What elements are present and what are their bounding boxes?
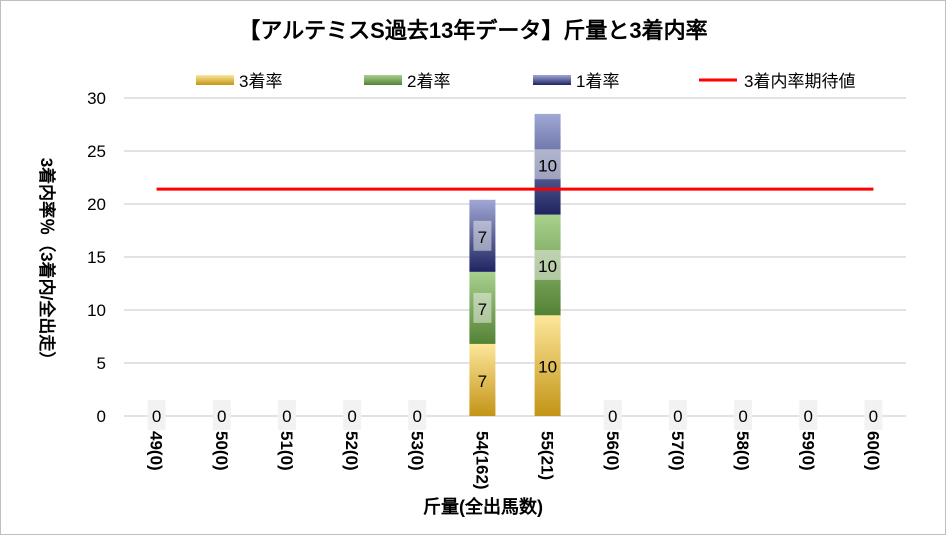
y-tick-label: 15 xyxy=(87,248,106,267)
y-tick-label: 5 xyxy=(97,354,106,373)
data-label: 0 xyxy=(413,407,422,426)
data-label-bg xyxy=(668,400,687,430)
x-tick-label: 49(0) xyxy=(147,431,166,471)
data-label: 7 xyxy=(478,372,487,391)
legend: 3着率 2着率 1着率 3着内率期待値 xyxy=(196,72,855,91)
data-label: 0 xyxy=(804,407,813,426)
legend-swatch xyxy=(364,75,402,85)
x-tick-label: 55(21) xyxy=(538,431,557,480)
legend-swatch xyxy=(196,75,234,85)
data-label-bg xyxy=(408,400,427,430)
data-label: 0 xyxy=(738,407,747,426)
data-label: 0 xyxy=(217,407,226,426)
x-tick-label: 52(0) xyxy=(342,431,361,471)
data-label-bg xyxy=(473,292,492,323)
y-tick-label: 25 xyxy=(87,142,106,161)
legend-label: 2着率 xyxy=(407,72,450,91)
data-label-bg xyxy=(473,220,492,251)
data-label: 0 xyxy=(673,407,682,426)
bar-segment xyxy=(534,315,561,416)
y-tick-label: 10 xyxy=(87,301,106,320)
data-label-bg xyxy=(277,400,296,430)
x-tick-label: 58(0) xyxy=(733,431,752,471)
legend-label: 3着内率期待値 xyxy=(744,72,855,91)
data-label: 0 xyxy=(869,407,878,426)
data-label-bg xyxy=(734,400,753,430)
data-label: 0 xyxy=(347,407,356,426)
data-label-bg xyxy=(533,149,562,180)
data-label: 0 xyxy=(282,407,291,426)
x-tick-label: 53(0) xyxy=(407,431,426,471)
legend-label: 3着率 xyxy=(239,72,282,91)
data-label-bg xyxy=(603,400,622,430)
x-tick-label: 51(0) xyxy=(277,431,296,471)
x-tick-label: 50(0) xyxy=(212,431,231,471)
x-tick-label: 60(0) xyxy=(863,431,882,471)
y-tick-label: 20 xyxy=(87,195,106,214)
y-tick-label: 30 xyxy=(87,89,106,108)
legend-swatch xyxy=(533,75,571,85)
data-label-bg xyxy=(343,400,362,430)
data-label: 7 xyxy=(478,300,487,319)
data-label-bg xyxy=(212,400,231,430)
bar-segment xyxy=(469,343,496,416)
data-label-bg xyxy=(864,400,883,430)
data-label-bg xyxy=(533,249,562,280)
y-tick-label: 0 xyxy=(97,407,106,426)
data-label: 10 xyxy=(538,156,557,175)
x-tick-label: 54(162) xyxy=(472,431,491,490)
x-axis-title: 斤量(全出馬数) xyxy=(423,496,543,517)
data-label-bg xyxy=(147,400,166,430)
data-label-bg xyxy=(799,400,818,430)
data-label: 0 xyxy=(152,407,161,426)
x-tick-label: 59(0) xyxy=(798,431,817,471)
x-tick-label: 56(0) xyxy=(603,431,622,471)
data-label: 10 xyxy=(538,358,557,377)
legend-label: 1着率 xyxy=(576,72,619,91)
chart-title: 【アルテミスS過去13年データ】斤量と3着内率 xyxy=(238,18,707,43)
data-label: 10 xyxy=(538,257,557,276)
data-label: 0 xyxy=(608,407,617,426)
y-axis-title: 3着内率％（3着内/全出走） xyxy=(37,158,57,369)
data-label: 7 xyxy=(478,228,487,247)
x-tick-label: 57(0) xyxy=(668,431,687,471)
